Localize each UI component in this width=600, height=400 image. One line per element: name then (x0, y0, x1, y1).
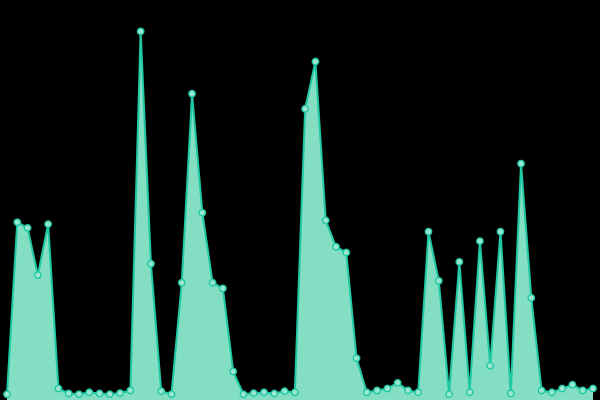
data-point (33, 271, 42, 280)
data-point (465, 388, 474, 397)
data-point (218, 284, 227, 293)
data-point (290, 388, 299, 397)
data-point (414, 388, 423, 397)
data-point (157, 387, 166, 396)
data-point (578, 386, 587, 395)
data-point (362, 388, 371, 397)
data-point (270, 389, 279, 398)
data-point (455, 258, 464, 266)
data-point (486, 361, 495, 370)
data-point (75, 390, 83, 399)
data-point (496, 227, 505, 236)
area-fill (7, 31, 593, 400)
data-point (352, 354, 361, 363)
data-point (188, 89, 196, 98)
data-point-markers (3, 27, 597, 399)
data-point (105, 390, 114, 399)
data-point (229, 367, 238, 376)
data-point (167, 390, 176, 399)
data-point (537, 386, 546, 395)
data-point (547, 388, 556, 397)
data-point (445, 390, 453, 399)
data-point (23, 223, 32, 232)
data-point (321, 216, 330, 225)
data-point (3, 390, 11, 399)
data-point (332, 242, 340, 251)
data-point (434, 276, 443, 285)
data-point (476, 237, 484, 246)
data-point (85, 388, 94, 397)
data-point (95, 389, 104, 398)
data-point (126, 386, 135, 395)
data-point (44, 220, 53, 229)
data-point (424, 227, 433, 236)
data-point (342, 248, 351, 257)
data-point (383, 384, 392, 393)
data-point (147, 259, 155, 268)
data-point (239, 390, 248, 399)
data-point (13, 218, 22, 227)
data-point (177, 278, 186, 287)
data-point (301, 104, 310, 113)
data-point (198, 208, 207, 217)
data-point (404, 386, 412, 395)
data-point (589, 384, 597, 393)
data-point (311, 57, 320, 66)
data-point (260, 388, 268, 397)
data-point (54, 384, 63, 393)
series-line (6, 30, 594, 396)
data-point (373, 386, 382, 395)
data-point (249, 389, 258, 397)
data-point (208, 278, 217, 287)
data-point (517, 159, 525, 168)
data-point (64, 389, 73, 398)
plot-area (3, 27, 597, 400)
data-point (527, 293, 536, 302)
data-point (506, 389, 515, 398)
data-point (393, 378, 402, 387)
data-point (568, 380, 577, 389)
data-point (280, 387, 289, 396)
data-point (558, 384, 567, 393)
data-point (116, 389, 124, 397)
data-point (136, 27, 145, 36)
